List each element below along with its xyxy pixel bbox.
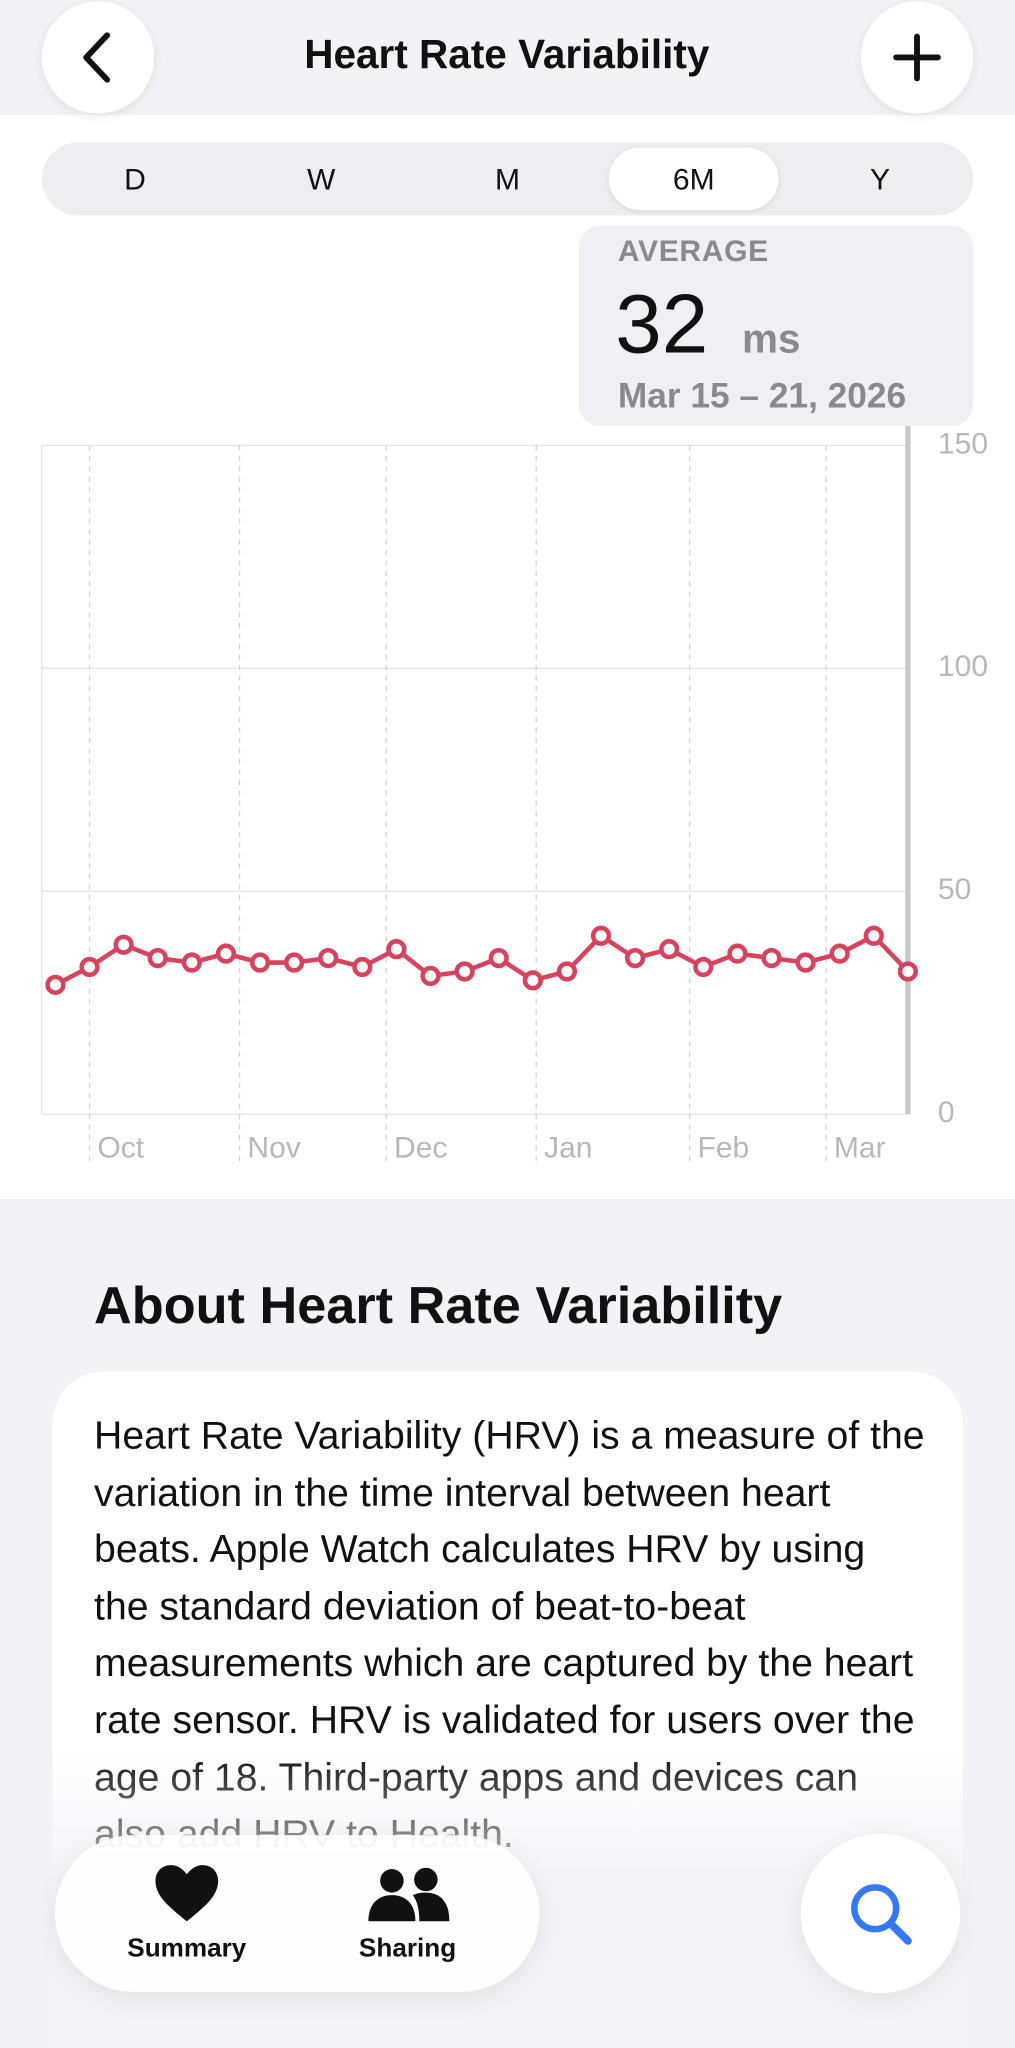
data-point xyxy=(795,952,816,973)
summary-label: AVERAGE xyxy=(617,233,769,268)
back-icon xyxy=(83,32,111,83)
section-title: About Heart Rate Variability xyxy=(94,1277,783,1335)
search-button[interactable] xyxy=(800,1833,961,1994)
data-point xyxy=(829,943,850,964)
average-summary: AVERAGE 32 ms Mar 15 – 21, 2026 xyxy=(578,225,974,426)
data-point xyxy=(897,961,919,982)
x-tick-label: Mar xyxy=(834,1131,886,1164)
data-point xyxy=(181,952,202,973)
y-tick-label: 100 xyxy=(938,650,988,683)
range-option[interactable]: Y xyxy=(870,161,891,196)
summary-date: Mar 15 – 21, 2026 xyxy=(617,376,907,416)
range-option[interactable]: W xyxy=(307,161,336,196)
range-selector: D W M 6M Y xyxy=(41,142,974,216)
add-icon xyxy=(893,33,941,82)
tab-label[interactable]: Summary xyxy=(127,1934,247,1964)
data-point xyxy=(488,947,509,969)
data-point xyxy=(45,974,66,995)
tab-bar: Summary Sharing xyxy=(54,1835,540,1992)
range-option[interactable]: M xyxy=(494,161,520,196)
y-tick-label: 50 xyxy=(938,873,971,906)
summary-unit: ms xyxy=(741,316,801,362)
summary-value: 32 xyxy=(615,276,709,371)
data-point xyxy=(522,970,543,991)
data-point xyxy=(863,925,884,946)
x-tick-label: Nov xyxy=(247,1131,300,1164)
data-point xyxy=(420,965,441,987)
data-point xyxy=(147,947,168,969)
people-icon xyxy=(368,1867,450,1922)
range-option[interactable]: 6M xyxy=(608,147,780,211)
y-tick-label: 0 xyxy=(938,1096,955,1129)
data-point xyxy=(727,943,748,964)
data-point xyxy=(249,952,271,973)
y-tick-label: 150 xyxy=(938,427,988,460)
data-point xyxy=(386,939,407,960)
data-point xyxy=(693,956,714,978)
data-point xyxy=(79,956,100,978)
search-icon xyxy=(851,1884,912,1945)
back-button[interactable] xyxy=(41,1,155,114)
data-point xyxy=(659,939,680,960)
data-point xyxy=(454,961,475,982)
data-point xyxy=(113,934,134,955)
x-tick-label: Oct xyxy=(97,1131,144,1164)
data-point xyxy=(352,956,373,978)
data-point xyxy=(556,961,578,982)
data-point xyxy=(318,947,339,969)
nav-title: Heart Rate Variability xyxy=(304,31,710,78)
x-tick-label: Dec xyxy=(394,1131,447,1164)
data-point xyxy=(590,925,612,946)
add-button[interactable] xyxy=(860,1,974,114)
data-point xyxy=(215,943,237,964)
data-point xyxy=(284,952,305,973)
x-tick-label: Jan xyxy=(544,1131,592,1164)
range-option[interactable]: D xyxy=(124,161,146,196)
chart: 0 50 100 150 Oct Nov Dec Jan Feb Mar xyxy=(41,425,988,1167)
x-tick-label: Feb xyxy=(697,1131,749,1164)
data-point xyxy=(761,947,782,969)
data-point xyxy=(624,947,646,969)
heart-icon xyxy=(155,1865,219,1922)
tab-label[interactable]: Sharing xyxy=(358,1934,457,1964)
